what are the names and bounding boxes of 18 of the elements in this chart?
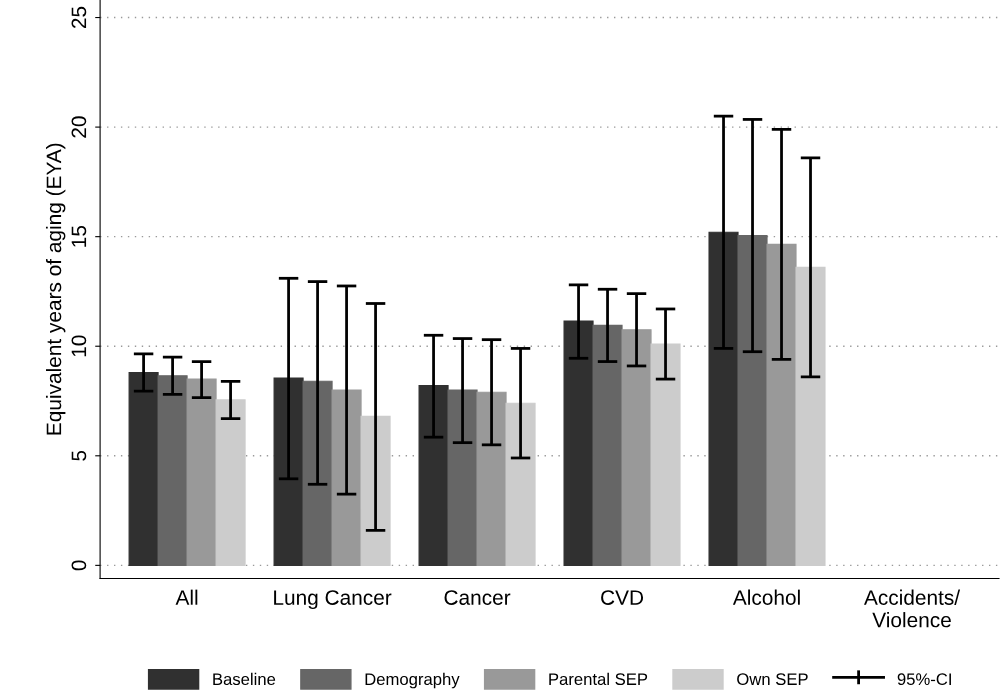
- x-tick-label: CVD: [601, 590, 644, 605]
- x-tick-label: Alcohol: [732, 589, 800, 605]
- legend-label: Baseline: [213, 672, 276, 686]
- x-tick-label: Cancer: [444, 590, 511, 605]
- y-tick-label: 10: [71, 335, 87, 357]
- y-tick-label: 15: [71, 225, 87, 247]
- legend-label: Demography: [365, 672, 460, 689]
- x-tick-label: Accidents/ Violence: [864, 589, 961, 628]
- x-tick-label: All: [175, 589, 198, 605]
- x-tick-label: Lung Cancer: [274, 590, 392, 610]
- y-tick-label: 25: [71, 6, 87, 29]
- y-tick-label: 5: [71, 450, 87, 461]
- y-tick-label: 20: [71, 116, 87, 138]
- legend-label: Own SEP: [737, 673, 808, 686]
- y-axis-title: Equivalent years of aging (EYA): [45, 143, 66, 435]
- text: 95%-CI: [897, 673, 951, 686]
- legend-label: Parental SEP: [549, 672, 648, 686]
- y-tick-label: 0: [71, 560, 87, 571]
